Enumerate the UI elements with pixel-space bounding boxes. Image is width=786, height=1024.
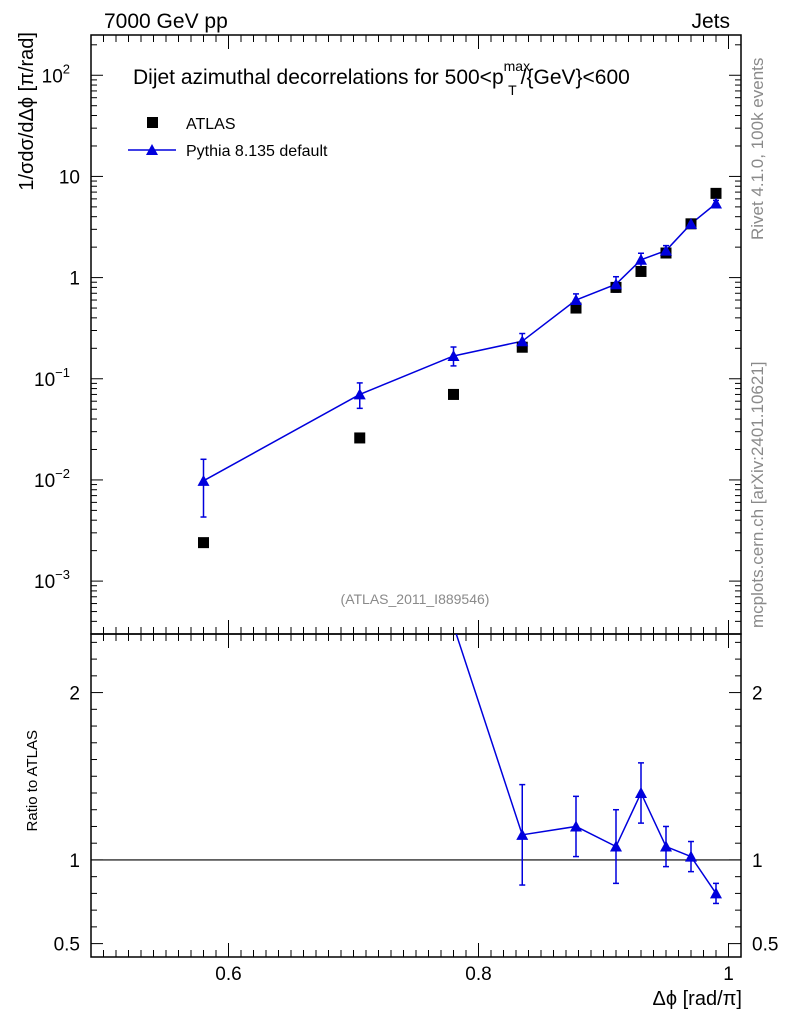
pythia-data-point bbox=[447, 349, 460, 361]
ratio-data-point bbox=[685, 850, 697, 862]
main-y-tick-label-base: 10 bbox=[34, 471, 55, 492]
pythia-data-point bbox=[635, 253, 647, 265]
ratio-y-tick-label: 0.5 bbox=[54, 935, 80, 956]
atlas-data-point bbox=[635, 265, 647, 277]
x-tick-label: 0.6 bbox=[215, 964, 241, 985]
x-tick-label: 0.8 bbox=[465, 964, 491, 985]
pythia-data-point bbox=[685, 217, 697, 229]
atlas-data-point bbox=[198, 537, 209, 549]
ratio-y-tick-label-right: 2 bbox=[752, 684, 763, 705]
collision-label: 7000 GeV pp bbox=[104, 10, 228, 33]
legend-atlas-marker bbox=[147, 117, 158, 128]
ratio-axis-ticks: 0.6 0.8 1 0.5 0.5 1 1 2 2 bbox=[54, 634, 778, 985]
process-label: Jets bbox=[691, 10, 730, 33]
plot-title-sub: T bbox=[508, 82, 517, 98]
main-y-axis-label: 1/σdσ/dΔϕ [π/rad] bbox=[16, 32, 38, 191]
ratio-y-tick-label: 1 bbox=[69, 851, 80, 872]
main-y-tick-label: 102 bbox=[42, 61, 70, 87]
plot-title-prefix: Dijet azimuthal decorrelations for 500<p bbox=[133, 66, 504, 89]
pythia-data-point bbox=[710, 197, 722, 209]
ratio-series-line bbox=[455, 634, 717, 894]
plot-title: Dijet azimuthal decorrelations for 500<p… bbox=[133, 58, 630, 98]
main-y-tick-label-base: 10 bbox=[34, 572, 55, 593]
x-axis-label: Δϕ [rad/π] bbox=[653, 988, 743, 1010]
main-y-tick-label-base: 10 bbox=[59, 167, 80, 188]
atlas-data-point bbox=[710, 187, 722, 199]
x-tick-label: 1 bbox=[723, 964, 734, 985]
ratio-data-point bbox=[610, 840, 622, 852]
atlas-data-point bbox=[516, 341, 528, 353]
pythia-series-line bbox=[203, 202, 717, 482]
main-data-marks bbox=[197, 187, 722, 549]
pythia-data-point bbox=[610, 278, 622, 290]
ratio-y-tick-label: 2 bbox=[69, 684, 80, 705]
main-y-tick-label: 10 bbox=[59, 167, 80, 188]
ratio-series-group bbox=[455, 634, 722, 905]
main-y-tick-label-base: 10 bbox=[34, 370, 55, 391]
pythia-data-point bbox=[570, 294, 582, 306]
main-y-tick-label-exp: −1 bbox=[55, 365, 70, 380]
ratio-y-tick-label-right: 1 bbox=[752, 851, 763, 872]
main-y-tick-label: 10−3 bbox=[34, 567, 70, 593]
main-y-tick-label-base: 10 bbox=[42, 66, 63, 87]
plot-title-suffix: /{GeV}<600 bbox=[521, 66, 630, 89]
main-y-tick-label: 10−2 bbox=[34, 466, 70, 492]
mcplots-label: mcplots.cern.ch [arXiv:2401.10621] bbox=[748, 362, 767, 628]
pythia-data-point bbox=[516, 335, 529, 347]
ratio-y-tick-label-right: 0.5 bbox=[752, 935, 778, 956]
legend-atlas-label: ATLAS bbox=[186, 116, 236, 133]
legend-pythia-label: Pythia 8.135 default bbox=[186, 143, 328, 160]
atlas-data-point bbox=[448, 388, 459, 400]
atlas-data-point bbox=[570, 302, 582, 314]
pythia-data-point bbox=[660, 244, 672, 256]
ratio-data-point bbox=[660, 840, 672, 852]
legend: ATLAS Pythia 8.135 default bbox=[128, 116, 328, 160]
plot-title-sup: max bbox=[504, 58, 530, 74]
main-y-tick-label-exp: −2 bbox=[55, 466, 70, 481]
ratio-data-point bbox=[635, 786, 647, 798]
ratio-data-point bbox=[710, 887, 722, 899]
analysis-label: (ATLAS_2011_I889546) bbox=[341, 591, 490, 607]
main-y-tick-label-exp: 2 bbox=[63, 61, 70, 76]
pythia-data-point bbox=[353, 388, 366, 400]
ratio-data-marks bbox=[91, 634, 741, 905]
rivet-version-label: Rivet 4.1.0, 100k events bbox=[748, 58, 767, 240]
ratio-data-point bbox=[570, 820, 582, 832]
main-y-tick-label: 1 bbox=[69, 269, 80, 290]
ratio-data-point bbox=[516, 828, 529, 840]
main-y-tick-label: 10−1 bbox=[34, 365, 70, 391]
pythia-data-point bbox=[197, 474, 210, 486]
ratio-y-axis-label: Ratio to ATLAS bbox=[24, 730, 41, 831]
atlas-data-point bbox=[354, 432, 366, 444]
main-y-tick-label-base: 1 bbox=[69, 269, 80, 290]
legend-pythia-marker bbox=[146, 144, 158, 155]
main-y-tick-label-exp: −3 bbox=[55, 567, 70, 582]
